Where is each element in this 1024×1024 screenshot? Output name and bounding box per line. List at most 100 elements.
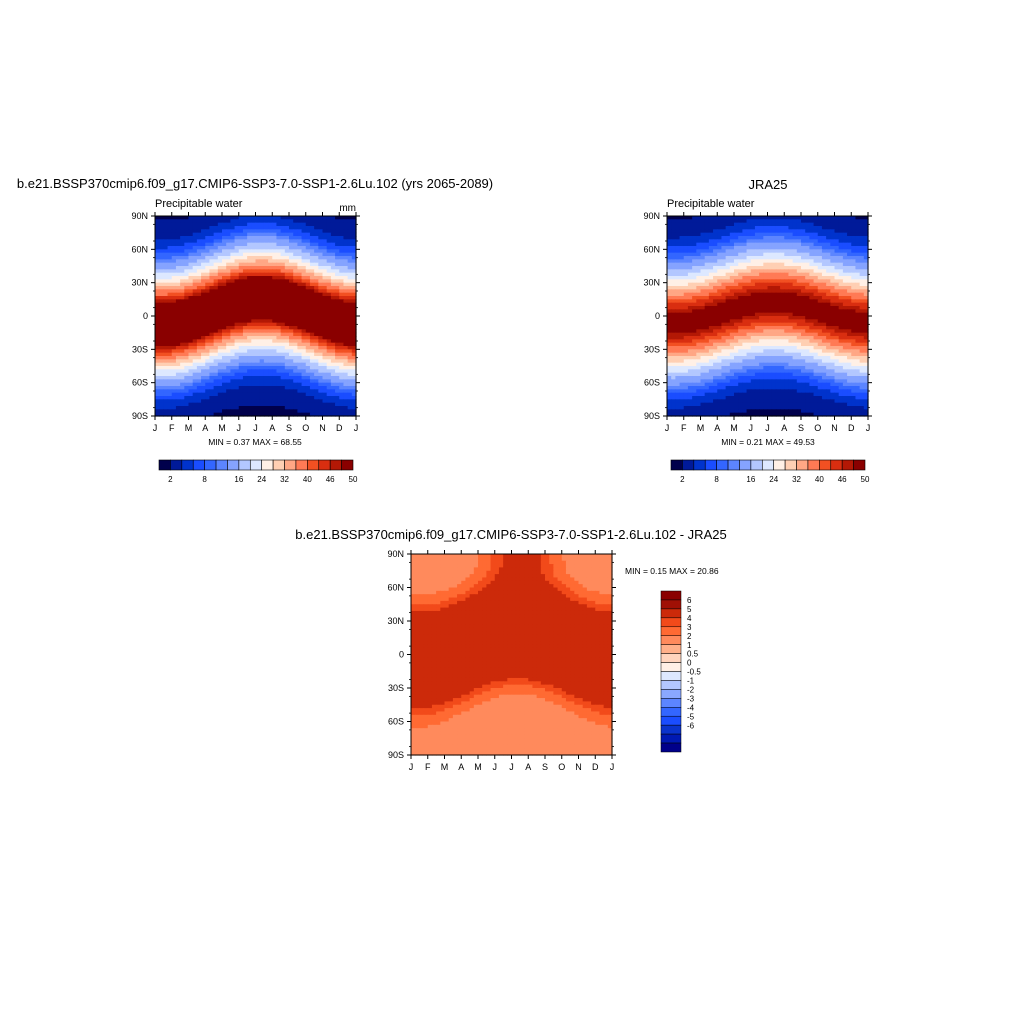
model-heatmap-cell (230, 359, 236, 364)
jra25-heatmap-cell (754, 352, 760, 357)
model-heatmap-cell (343, 239, 349, 244)
model-heatmap-cell (217, 286, 223, 290)
model-heatmap-cell (226, 376, 231, 380)
model-heatmap-cell (259, 282, 265, 287)
jra25-heatmap-cell (830, 329, 836, 334)
jra25-heatmap-cell (784, 259, 790, 264)
model-heatmap-cell (180, 376, 185, 380)
jra25-heatmap-cell (696, 339, 702, 344)
jra25-heatmap-cell (805, 296, 810, 300)
model-heatmap-cell (339, 352, 345, 357)
model-heatmap-cell (259, 242, 265, 247)
model-heatmap-cell (293, 356, 298, 360)
model-heatmap-cell (326, 256, 332, 260)
model-heatmap-cell (335, 219, 340, 224)
jra25-heatmap-cell (847, 269, 852, 274)
jra25-heatmap-cell (855, 346, 861, 350)
jra25-heatmap-cell (754, 309, 760, 314)
model-heatmap-cell (351, 386, 357, 390)
model-heatmap-cell (213, 296, 219, 300)
model-heatmap-cell (297, 259, 303, 264)
model-heatmap-cell (188, 286, 194, 290)
model-heatmap-cell (188, 299, 194, 304)
model-heatmap-cell (188, 306, 194, 310)
model-heatmap-cell (163, 339, 169, 344)
model-heatmap-cell (188, 249, 194, 254)
model-heatmap-cell (351, 309, 357, 314)
model-heatmap-cell (230, 236, 236, 240)
model-heatmap-cell (159, 389, 164, 394)
jra25-heatmap-cell (859, 289, 865, 294)
model-heatmap-cell (230, 352, 236, 357)
jra25-heatmap-cell (771, 312, 777, 317)
jra25-heatmap-cell (805, 346, 810, 350)
model-heatmap-cell (347, 242, 353, 247)
model-heatmap-cell (242, 272, 248, 277)
model-heatmap-cell (222, 406, 227, 410)
model-heatmap-cell (351, 219, 357, 224)
model-heatmap-cell (213, 286, 219, 290)
model-heatmap-cell (222, 279, 227, 284)
model-heatmap-cell (196, 382, 202, 387)
model-heatmap-cell (242, 339, 248, 344)
model-heatmap-cell (259, 232, 265, 237)
model-heatmap-cell (201, 376, 206, 380)
jra25-heatmap-cell (834, 266, 840, 270)
model-heatmap-cell (318, 349, 324, 354)
jra25-heatmap-cell (675, 226, 681, 230)
jra25-heatmap-cell (675, 329, 681, 334)
jra25-heatmap-cell (729, 259, 735, 264)
model-heatmap-cell (330, 272, 336, 277)
jra25-heatmap-cell (687, 286, 693, 290)
model-heatmap-cell (305, 246, 311, 250)
model-heatmap-cell (255, 322, 261, 327)
model-heatmap-cell (251, 309, 257, 314)
model-heatmap-cell (318, 359, 324, 364)
jra25-heatmap-cell (679, 252, 685, 257)
model-heatmap-cell (272, 249, 278, 254)
model-heatmap-cell (201, 406, 206, 410)
model-heatmap-cell (339, 259, 345, 264)
model-heatmap-cell (242, 349, 248, 354)
jra25-heatmap-cell (759, 352, 764, 357)
model-heatmap-cell (247, 326, 252, 330)
jra25-heatmap-cell (692, 346, 697, 350)
jra25-heatmap-cell (675, 352, 681, 357)
model-heatmap-cell (251, 409, 257, 414)
jra25-heatmap-cell (717, 259, 723, 264)
jra25-heatmap-cell (780, 272, 785, 277)
jra25-heatmap-cell (847, 249, 852, 254)
jra25-heatmap-cell (821, 266, 827, 270)
model-heatmap-cell (289, 249, 294, 254)
jra25-heatmap-cell (775, 236, 781, 240)
model-heatmap-cell (155, 292, 160, 297)
model-heatmap-cell (201, 282, 206, 287)
jra25-heatmap-cell (700, 319, 706, 324)
model-heatmap-cell (330, 302, 336, 307)
model-heatmap-cell (343, 326, 349, 330)
model-heatmap-cell (280, 292, 286, 297)
model-heatmap-cell (205, 362, 211, 367)
jra25-heatmap-cell (788, 239, 794, 244)
model-heatmap-cell (335, 276, 340, 280)
jra25-heatmap-cell (813, 349, 819, 354)
model-heatmap-cell (180, 316, 185, 320)
model-heatmap-cell (196, 252, 202, 257)
jra25-heatmap-cell (754, 349, 760, 354)
model-heatmap-cell (268, 262, 273, 267)
model-heatmap-cell (297, 376, 303, 380)
model-heatmap-cell (293, 362, 298, 367)
model-heatmap-cell (222, 329, 227, 334)
model-heatmap-cell (201, 279, 206, 284)
model-heatmap-cell (217, 222, 223, 227)
model-heatmap-cell (347, 216, 353, 220)
model-heatmap-cell (330, 296, 336, 300)
jra25-heatmap-cell (754, 226, 760, 230)
model-heatmap-cell (242, 409, 248, 414)
model-heatmap-cell (242, 229, 248, 234)
model-heatmap-cell (280, 399, 286, 404)
model-heatmap-cell (188, 406, 194, 410)
jra25-heatmap-cell (809, 332, 815, 337)
model-heatmap-cell (272, 269, 278, 274)
model-heatmap-cell (180, 269, 185, 274)
